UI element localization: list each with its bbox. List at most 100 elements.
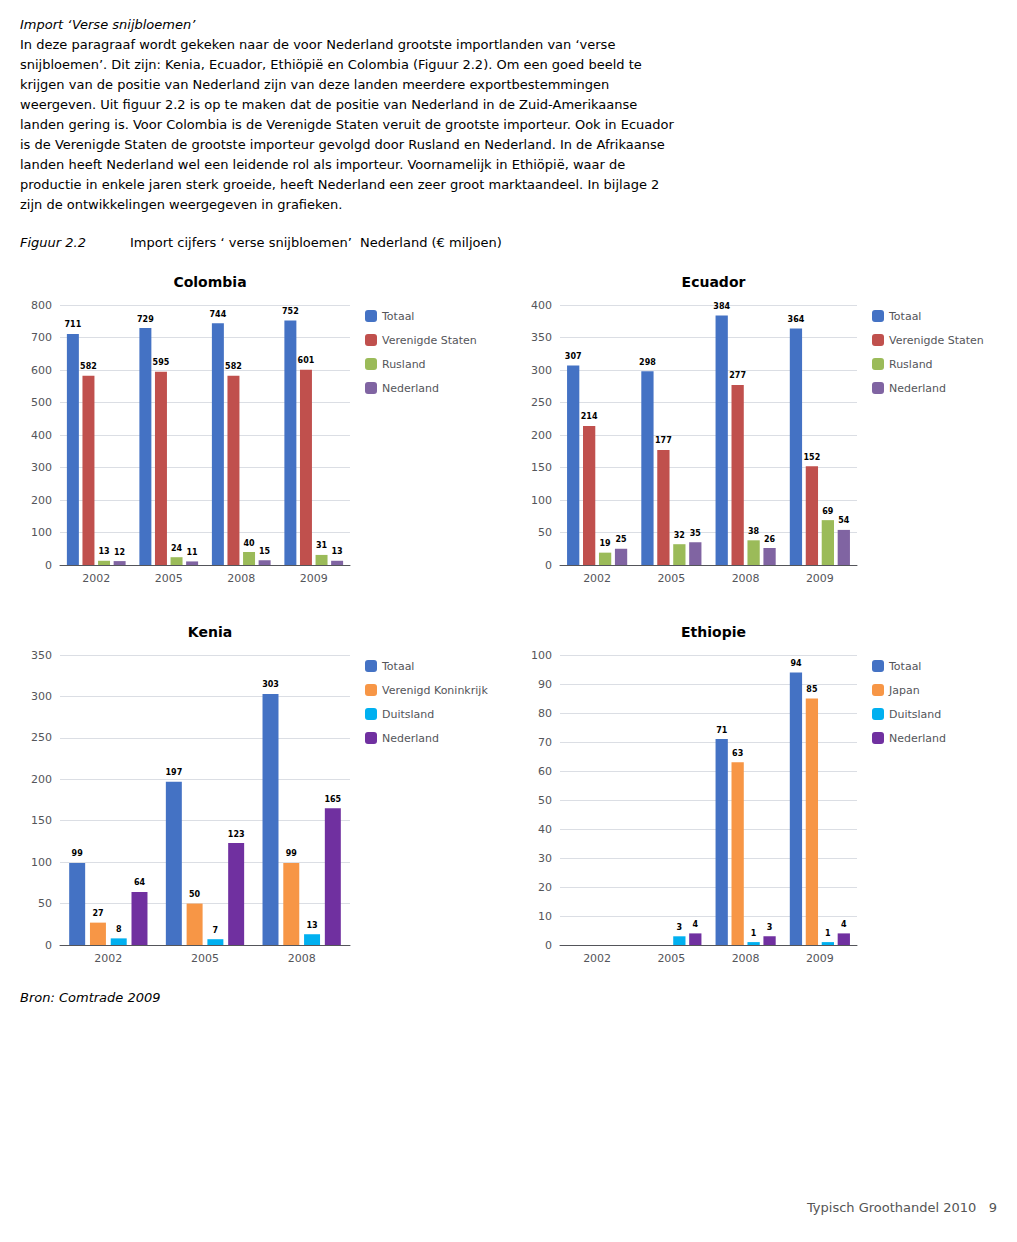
svg-text:700: 700 xyxy=(31,331,52,344)
svg-text:15: 15 xyxy=(259,547,271,556)
svg-text:400: 400 xyxy=(531,299,552,312)
svg-text:197: 197 xyxy=(165,768,182,777)
svg-text:13: 13 xyxy=(306,921,317,930)
svg-text:40: 40 xyxy=(538,823,552,836)
svg-text:152: 152 xyxy=(804,453,821,462)
svg-text:69: 69 xyxy=(822,507,834,516)
svg-text:19: 19 xyxy=(600,539,612,548)
svg-text:582: 582 xyxy=(80,362,97,371)
svg-text:Nederland: Nederland xyxy=(889,732,946,745)
svg-text:50: 50 xyxy=(189,890,201,899)
svg-text:300: 300 xyxy=(31,461,52,474)
svg-text:2005: 2005 xyxy=(191,952,219,965)
svg-text:Totaal: Totaal xyxy=(381,310,414,323)
svg-text:595: 595 xyxy=(153,358,170,367)
svg-text:Ethiopie: Ethiopie xyxy=(681,624,746,640)
svg-text:50: 50 xyxy=(538,794,552,807)
svg-text:10: 10 xyxy=(538,910,552,923)
svg-text:27: 27 xyxy=(92,909,103,918)
svg-text:Totaal: Totaal xyxy=(888,660,921,673)
svg-text:30: 30 xyxy=(538,852,552,865)
svg-text:31: 31 xyxy=(316,541,328,550)
svg-text:Duitsland: Duitsland xyxy=(382,708,434,721)
svg-text:11: 11 xyxy=(187,548,199,557)
svg-text:0: 0 xyxy=(45,559,52,572)
svg-text:200: 200 xyxy=(31,773,52,786)
svg-text:Ecuador: Ecuador xyxy=(682,274,746,290)
svg-text:150: 150 xyxy=(531,461,552,474)
svg-text:123: 123 xyxy=(228,830,245,839)
svg-text:2002: 2002 xyxy=(82,572,110,585)
svg-text:500: 500 xyxy=(31,396,52,409)
svg-text:13: 13 xyxy=(332,547,343,556)
svg-text:100: 100 xyxy=(531,494,552,507)
svg-text:40: 40 xyxy=(243,539,255,548)
svg-text:2002: 2002 xyxy=(94,952,122,965)
svg-text:384: 384 xyxy=(713,302,730,311)
svg-text:298: 298 xyxy=(639,358,656,367)
svg-text:400: 400 xyxy=(31,429,52,442)
svg-text:71: 71 xyxy=(716,726,728,735)
svg-text:214: 214 xyxy=(581,412,598,421)
svg-text:50: 50 xyxy=(38,897,52,910)
svg-text:582: 582 xyxy=(225,362,242,371)
svg-text:100: 100 xyxy=(531,649,552,662)
svg-text:300: 300 xyxy=(531,364,552,377)
svg-text:2008: 2008 xyxy=(732,572,760,585)
svg-text:70: 70 xyxy=(538,736,552,749)
svg-text:277: 277 xyxy=(729,371,746,380)
svg-text:Rusland: Rusland xyxy=(889,358,933,371)
svg-text:Nederland: Nederland xyxy=(382,732,439,745)
svg-text:2009: 2009 xyxy=(806,952,834,965)
svg-text:100: 100 xyxy=(31,856,52,869)
svg-text:2009: 2009 xyxy=(806,572,834,585)
svg-text:744: 744 xyxy=(210,310,227,319)
svg-text:Japan: Japan xyxy=(888,684,920,697)
svg-text:2008: 2008 xyxy=(732,952,760,965)
svg-text:12: 12 xyxy=(114,548,125,557)
svg-text:2008: 2008 xyxy=(227,572,255,585)
svg-text:165: 165 xyxy=(324,795,341,804)
svg-text:Verenigd Koninkrijk: Verenigd Koninkrijk xyxy=(382,684,488,697)
svg-text:0: 0 xyxy=(545,939,552,952)
svg-text:2008: 2008 xyxy=(288,952,316,965)
svg-text:752: 752 xyxy=(282,307,299,316)
svg-text:50: 50 xyxy=(538,526,552,539)
svg-text:94: 94 xyxy=(790,659,802,668)
svg-text:63: 63 xyxy=(732,749,743,758)
svg-text:364: 364 xyxy=(788,315,805,324)
svg-text:729: 729 xyxy=(137,315,154,324)
svg-text:Colombia: Colombia xyxy=(173,274,246,290)
svg-text:2005: 2005 xyxy=(155,572,183,585)
svg-text:0: 0 xyxy=(45,939,52,952)
svg-text:2005: 2005 xyxy=(657,952,685,965)
svg-text:350: 350 xyxy=(31,649,52,662)
svg-text:20: 20 xyxy=(538,881,552,894)
svg-text:4: 4 xyxy=(841,920,847,929)
svg-text:25: 25 xyxy=(615,535,627,544)
svg-text:2005: 2005 xyxy=(657,572,685,585)
svg-text:38: 38 xyxy=(748,527,760,536)
svg-text:100: 100 xyxy=(31,526,52,539)
svg-text:Kenia: Kenia xyxy=(188,624,232,640)
svg-text:99: 99 xyxy=(286,849,298,858)
svg-text:150: 150 xyxy=(31,814,52,827)
svg-text:26: 26 xyxy=(764,535,776,544)
svg-text:7: 7 xyxy=(213,926,219,935)
svg-text:64: 64 xyxy=(134,878,146,887)
svg-text:85: 85 xyxy=(806,685,818,694)
svg-text:0: 0 xyxy=(545,559,552,572)
svg-text:250: 250 xyxy=(531,396,552,409)
svg-text:307: 307 xyxy=(565,352,582,361)
svg-text:2002: 2002 xyxy=(583,952,611,965)
svg-text:Totaal: Totaal xyxy=(381,660,414,673)
svg-text:54: 54 xyxy=(838,516,850,525)
svg-text:250: 250 xyxy=(31,731,52,744)
svg-text:Nederland: Nederland xyxy=(382,382,439,395)
svg-text:600: 600 xyxy=(31,364,52,377)
svg-text:200: 200 xyxy=(31,494,52,507)
svg-text:177: 177 xyxy=(655,436,672,445)
svg-text:Nederland: Nederland xyxy=(889,382,946,395)
svg-text:32: 32 xyxy=(674,531,685,540)
svg-text:Verenigde Staten: Verenigde Staten xyxy=(382,334,477,347)
